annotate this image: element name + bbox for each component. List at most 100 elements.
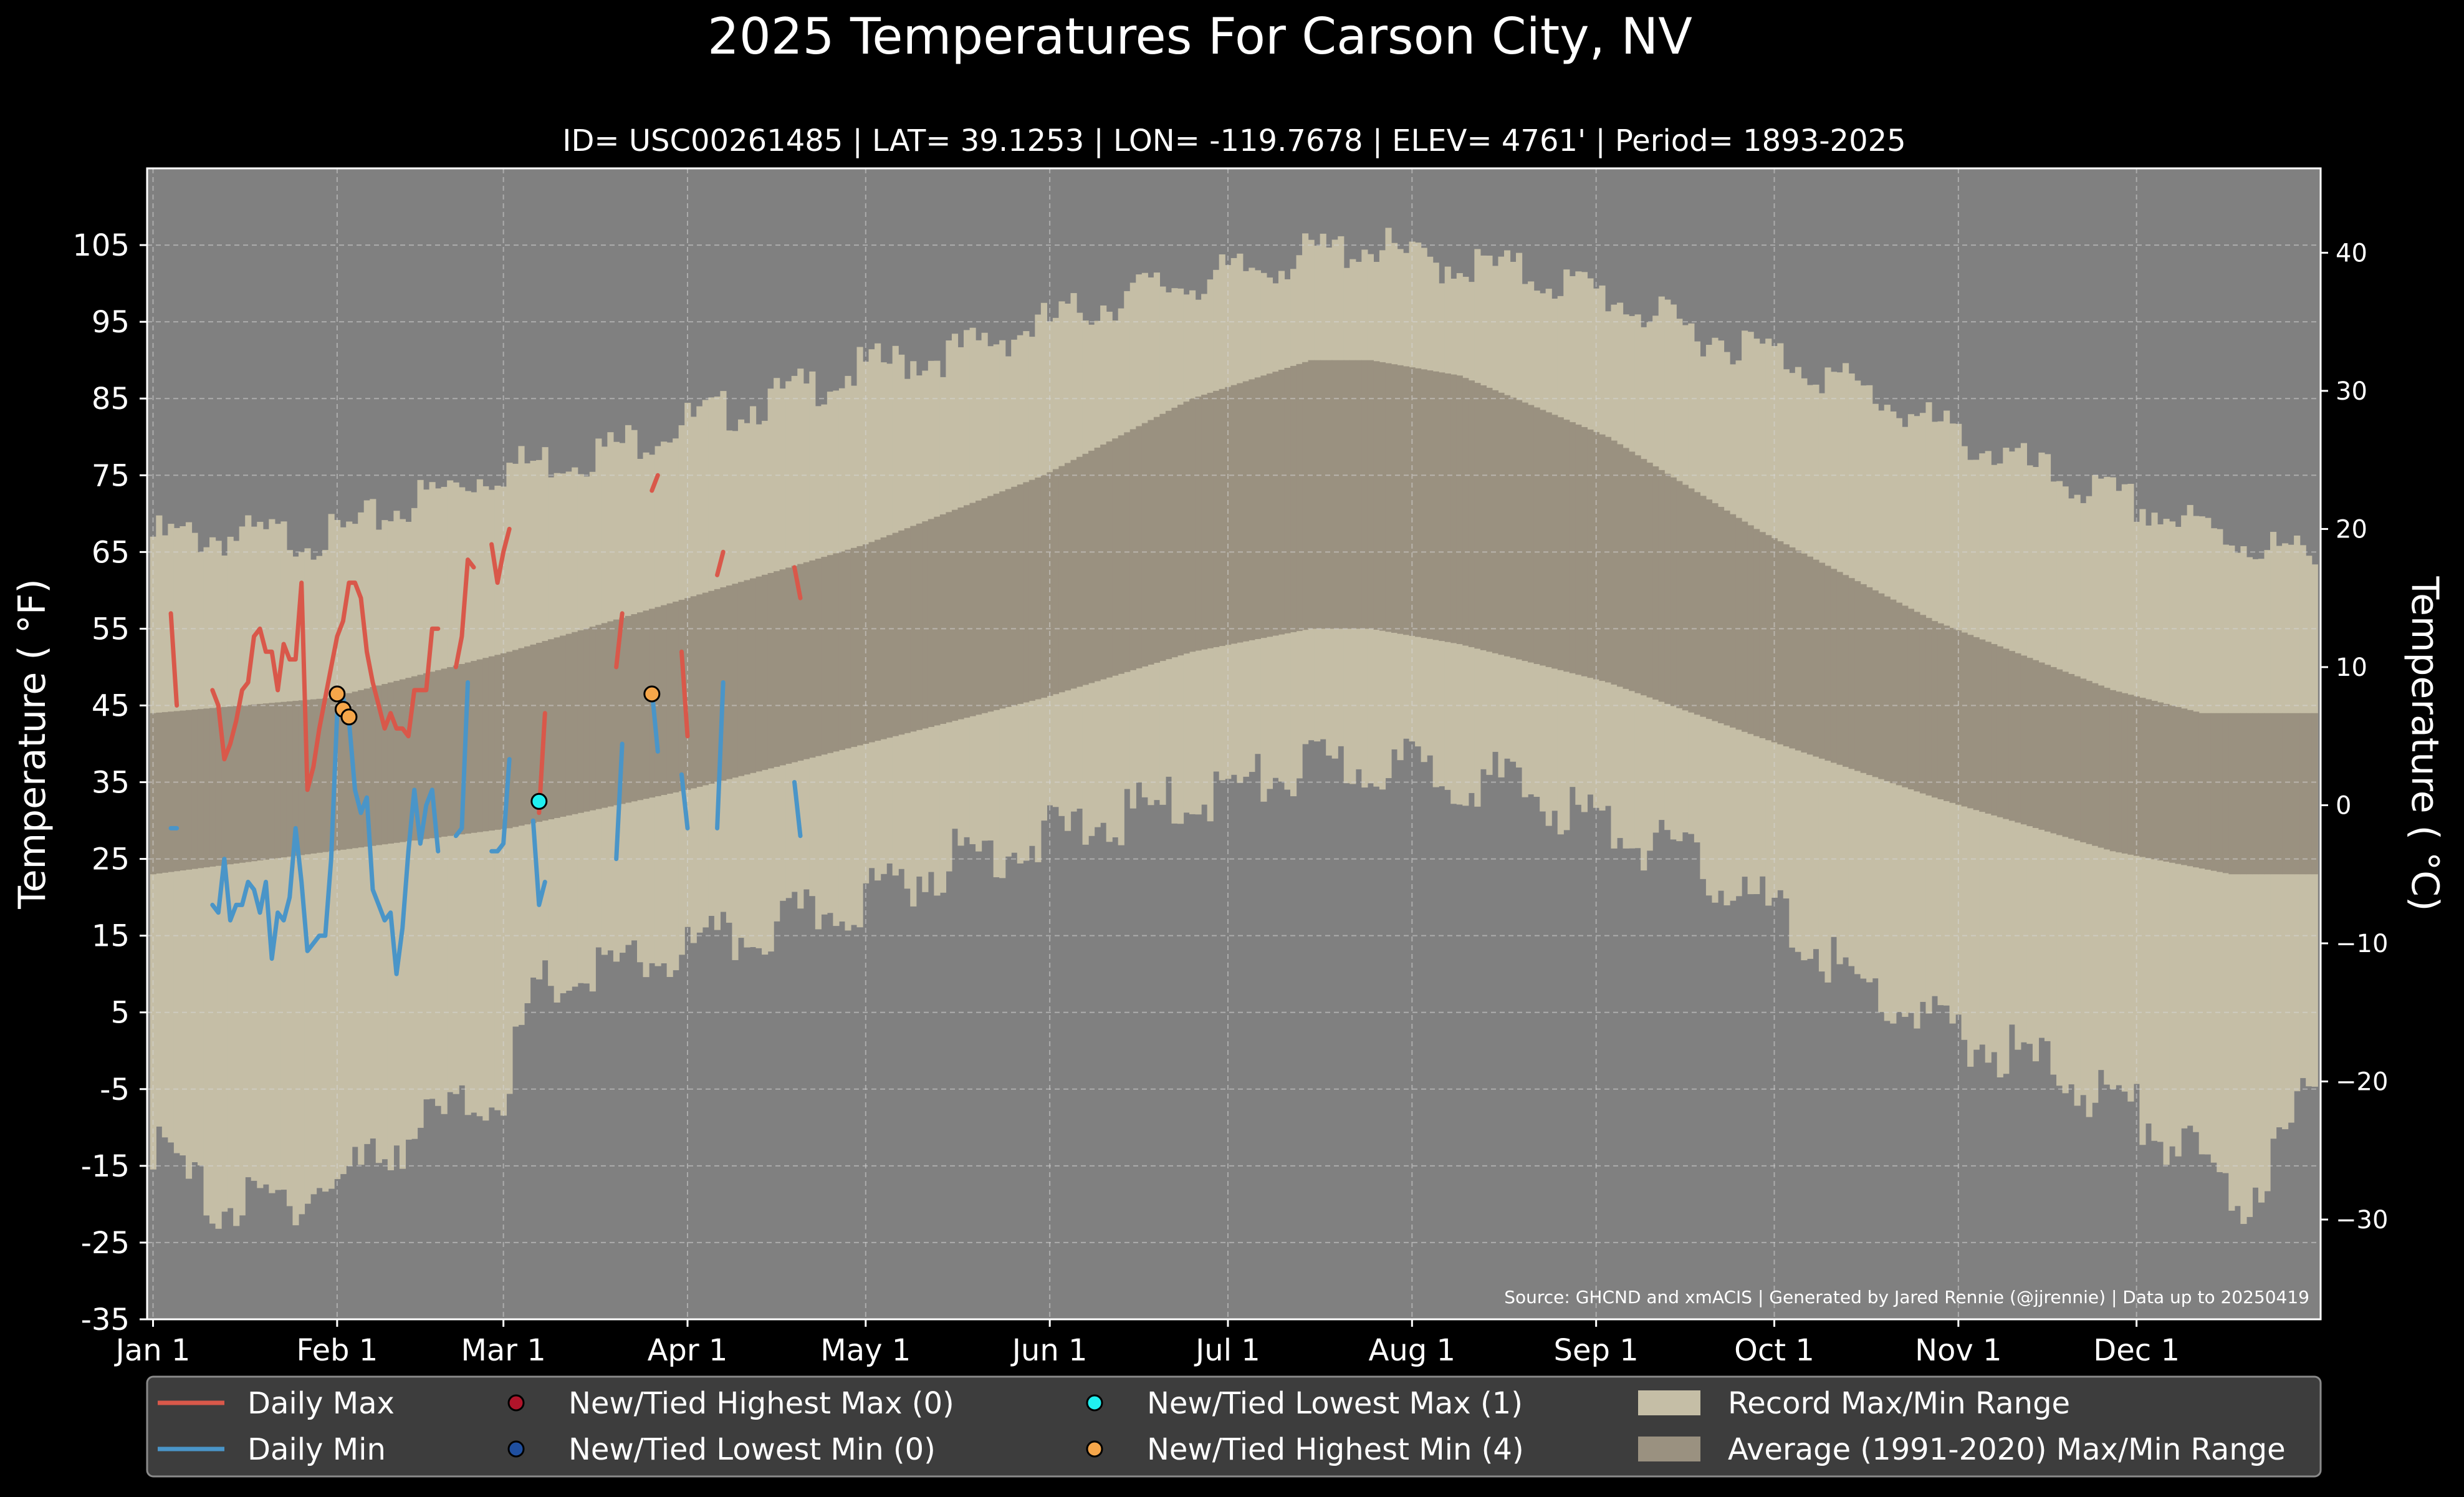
legend: Daily Max Daily Min New/Tied Highest Max (… <box>146 1375 2322 1478</box>
normal-range-bar <box>1759 532 1766 738</box>
daily-max-line <box>650 473 660 493</box>
daily-max-line <box>210 580 441 792</box>
normal-range-bar <box>637 612 644 801</box>
normal-range-bar <box>286 701 294 857</box>
normal-range-bar <box>1919 615 1927 794</box>
record-range-bar <box>387 521 394 1170</box>
normal-range-bar <box>2276 713 2283 875</box>
normal-range-bar <box>964 505 971 718</box>
record-range-bar <box>227 536 234 1208</box>
normal-range-bar <box>1503 395 1511 657</box>
normal-range-bar <box>209 708 216 867</box>
y-tick-label: 105 <box>72 228 130 263</box>
normal-range-bar <box>2038 662 2045 830</box>
normal-range-bar <box>607 621 614 807</box>
normal-range-bar <box>1533 407 1540 665</box>
normal-range-bar <box>928 519 934 727</box>
normal-range-bar <box>690 596 697 789</box>
normal-range-bar <box>1872 590 1879 777</box>
normal-range-bar <box>1664 473 1671 705</box>
normal-range-bar <box>1391 364 1398 633</box>
normal-range-bar <box>435 670 442 838</box>
normal-range-bar <box>1747 525 1754 734</box>
normal-range-bar <box>1623 448 1629 689</box>
normal-range-bar <box>1925 618 1932 796</box>
normal-range-bar <box>1171 407 1178 658</box>
normal-range-bar <box>191 710 198 869</box>
legend-patch-swatch <box>1638 1390 1700 1415</box>
normal-range-bar <box>1658 469 1665 702</box>
legend-patch-swatch <box>1638 1437 1700 1461</box>
normal-range-bar <box>1260 375 1267 638</box>
normal-range-bar <box>298 700 305 855</box>
normal-range-bar <box>589 627 596 811</box>
normal-range-bar <box>1907 609 1914 790</box>
normal-range-bar <box>2252 713 2259 875</box>
normal-range-bar <box>850 547 858 747</box>
normal-range-bar <box>2228 713 2235 875</box>
normal-range-bar <box>1070 460 1077 689</box>
x-tick-label: Apr 1 <box>648 1333 728 1368</box>
normal-range-bar <box>1854 581 1861 771</box>
normal-range-bar <box>262 703 269 860</box>
x-tick-label: Aug 1 <box>1369 1333 1456 1368</box>
daily-min-line <box>489 757 512 854</box>
normal-range-bar <box>423 673 430 839</box>
normal-range-bar <box>1723 510 1730 726</box>
normal-range-bar <box>524 646 531 825</box>
record-range-bar <box>2234 552 2241 1206</box>
normal-range-bar <box>2217 713 2223 872</box>
normal-range-bar <box>1516 400 1523 660</box>
normal-range-bar <box>156 712 163 874</box>
normal-range-bar <box>779 569 786 766</box>
normal-range-bar <box>1361 360 1368 629</box>
normal-range-bar <box>565 633 572 816</box>
normal-range-bar <box>1082 453 1089 685</box>
daily-min-line <box>792 780 803 839</box>
x-axis: Jan 1 Feb 1 Mar 1 Apr 1 May 1 Jun 1 Jul 1 Aug 1… <box>114 1319 2180 1368</box>
normal-range-bar <box>322 698 329 852</box>
record-range-bar <box>399 519 406 1169</box>
normal-range-bar <box>1611 440 1618 685</box>
normal-range-bar <box>1153 416 1161 663</box>
normal-range-bar <box>744 580 750 775</box>
normal-range-bar <box>257 704 264 861</box>
normal-range-bar <box>560 635 567 817</box>
record-range-bar <box>316 556 323 1188</box>
y-right-tick-label: 10 <box>2336 653 2367 682</box>
normal-range-bar <box>1278 370 1285 635</box>
legend-label: Average (1991-2020) Max/Min Range <box>1728 1432 2286 1467</box>
normal-range-bar <box>2050 667 2057 834</box>
legend-dot-swatch <box>1086 1394 1103 1412</box>
normal-range-bar <box>845 549 851 749</box>
normal-range-bar <box>1230 385 1237 644</box>
record-range-bar <box>2246 557 2253 1217</box>
normal-range-bar <box>2062 671 2069 837</box>
normal-range-bar <box>1141 423 1148 667</box>
normal-range-bar <box>1421 369 1427 638</box>
normal-range-bar <box>868 542 875 743</box>
normal-range-bar <box>1450 374 1457 643</box>
normal-range-bar <box>1801 553 1808 753</box>
normal-range-bar <box>1848 578 1855 769</box>
normal-range-bar <box>625 615 632 803</box>
record-range-bar <box>209 537 216 1224</box>
normal-range-bar <box>702 592 709 786</box>
normal-range-bar <box>2157 702 2164 861</box>
normal-range-bar <box>1326 360 1333 629</box>
normal-range-bar <box>197 709 204 869</box>
normal-range-bar <box>1159 413 1166 662</box>
normal-range-bar <box>1860 584 1867 773</box>
normal-range-bar <box>2198 713 2205 869</box>
normal-range-bar <box>1717 506 1725 724</box>
normal-range-bar <box>1634 455 1641 693</box>
normal-range-bar <box>1201 395 1208 650</box>
normal-range-bar <box>1320 360 1326 629</box>
daily-max-line <box>715 549 726 577</box>
normal-range-bar <box>1545 412 1552 667</box>
normal-range-bar <box>1777 541 1784 744</box>
normal-range-bar <box>251 704 257 862</box>
plot-area: Source: GHCND and xmACIS | Generated by … <box>146 167 2322 1321</box>
daily-min-line <box>679 772 690 830</box>
y-tick-label: -5 <box>100 1072 130 1107</box>
